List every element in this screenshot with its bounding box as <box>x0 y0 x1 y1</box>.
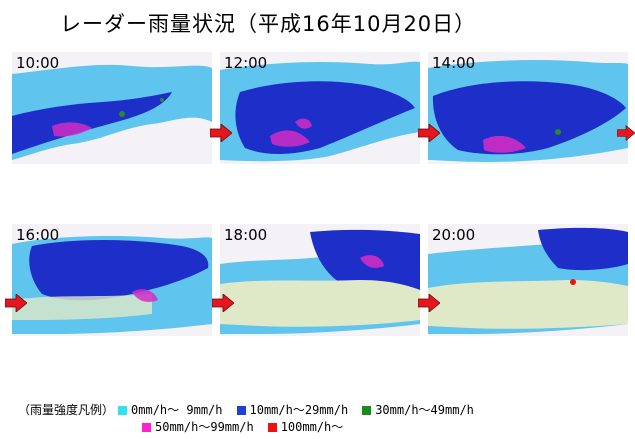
radar-image <box>428 52 628 164</box>
page-title: レーダー雨量状況（平成16年10月20日） <box>60 12 477 36</box>
radar-panel-1200: 12:00 <box>220 52 420 164</box>
time-label: 18:00 <box>224 226 268 244</box>
legend-item-50-99: 50mm/h～99mm/h <box>142 419 254 436</box>
legend-label: 10mm/h～29mm/h <box>249 403 349 417</box>
legend-prefix: （雨量強度凡例） <box>18 403 115 417</box>
right-arrow-icon <box>212 294 234 312</box>
right-arrow-icon <box>418 294 440 312</box>
right-arrow-icon <box>617 124 635 142</box>
legend-item-30-49: 30mm/h～49mm/h <box>362 402 474 419</box>
radar-panel-1600: 16:00 <box>12 224 212 336</box>
time-label: 20:00 <box>432 226 476 244</box>
legend-label: 30mm/h～49mm/h <box>375 403 474 417</box>
legend-label: 100mm/h～ <box>280 420 344 434</box>
legend-item-0-9: 0mm/h～ 9mm/h <box>118 402 223 419</box>
radar-image <box>220 224 420 336</box>
time-label: 12:00 <box>224 54 268 72</box>
legend-row-1: （雨量強度凡例） 0mm/h～ 9mm/h 10mm/h～29mm/h 30mm… <box>18 402 488 419</box>
radar-panel-1800: 18:00 <box>220 224 420 336</box>
legend-swatch <box>362 406 372 415</box>
legend-item-10-29: 10mm/h～29mm/h <box>236 402 349 419</box>
legend-row-2: 50mm/h～99mm/h 100mm/h～ <box>18 419 488 436</box>
legend-swatch <box>118 406 128 415</box>
radar-image <box>220 52 420 164</box>
time-label: 16:00 <box>16 226 60 244</box>
right-arrow-icon <box>418 124 440 142</box>
radar-image <box>12 52 212 164</box>
legend-swatch <box>267 423 277 432</box>
radar-panel-1400: 14:00 <box>428 52 628 164</box>
legend-item-100: 100mm/h～ <box>267 419 344 436</box>
legend-label: 50mm/h～99mm/h <box>155 420 254 434</box>
right-arrow-icon <box>210 124 232 142</box>
radar-panel-1000: 10:00 <box>12 52 212 164</box>
time-label: 10:00 <box>16 54 60 72</box>
right-arrow-icon <box>5 294 27 312</box>
rain-intensity-legend: （雨量強度凡例） 0mm/h～ 9mm/h 10mm/h～29mm/h 30mm… <box>18 402 488 436</box>
radar-panel-2000: 20:00 <box>428 224 628 336</box>
time-label: 14:00 <box>432 54 476 72</box>
radar-image <box>12 224 212 336</box>
legend-swatch <box>142 423 151 432</box>
legend-label: 0mm/h～ 9mm/h <box>131 403 223 417</box>
legend-swatch <box>236 406 246 415</box>
radar-image <box>428 224 628 336</box>
